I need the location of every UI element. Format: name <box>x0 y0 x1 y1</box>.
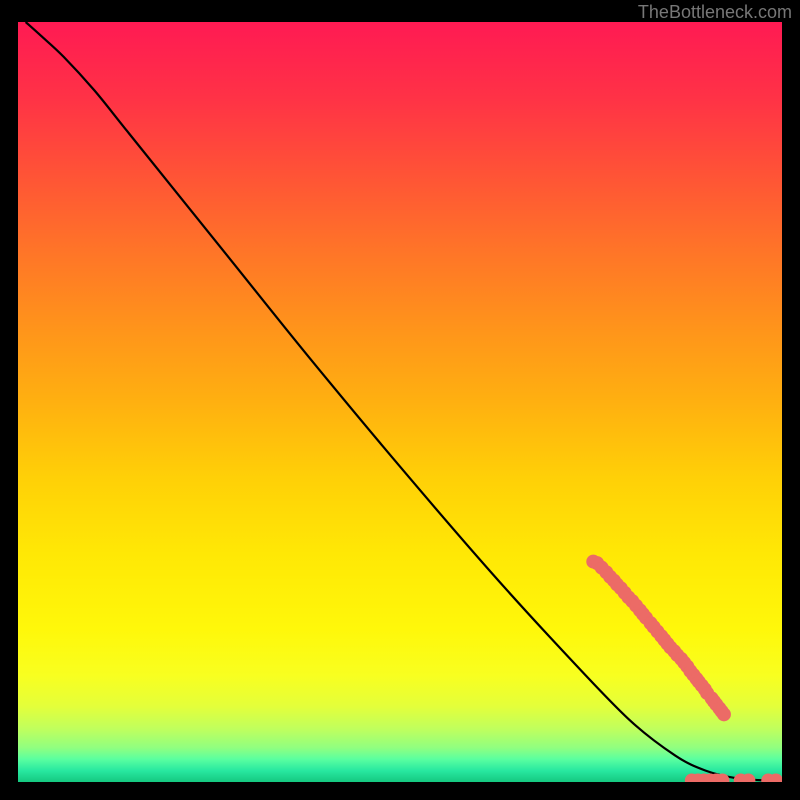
bottleneck-chart <box>18 22 782 782</box>
data-marker <box>716 774 729 782</box>
chart-svg <box>18 22 782 782</box>
data-marker <box>717 708 730 721</box>
data-marker <box>742 774 755 782</box>
chart-background <box>18 22 782 782</box>
chart-container <box>0 22 800 800</box>
attribution-text: TheBottleneck.com <box>638 2 792 22</box>
attribution: TheBottleneck.com <box>0 0 800 22</box>
